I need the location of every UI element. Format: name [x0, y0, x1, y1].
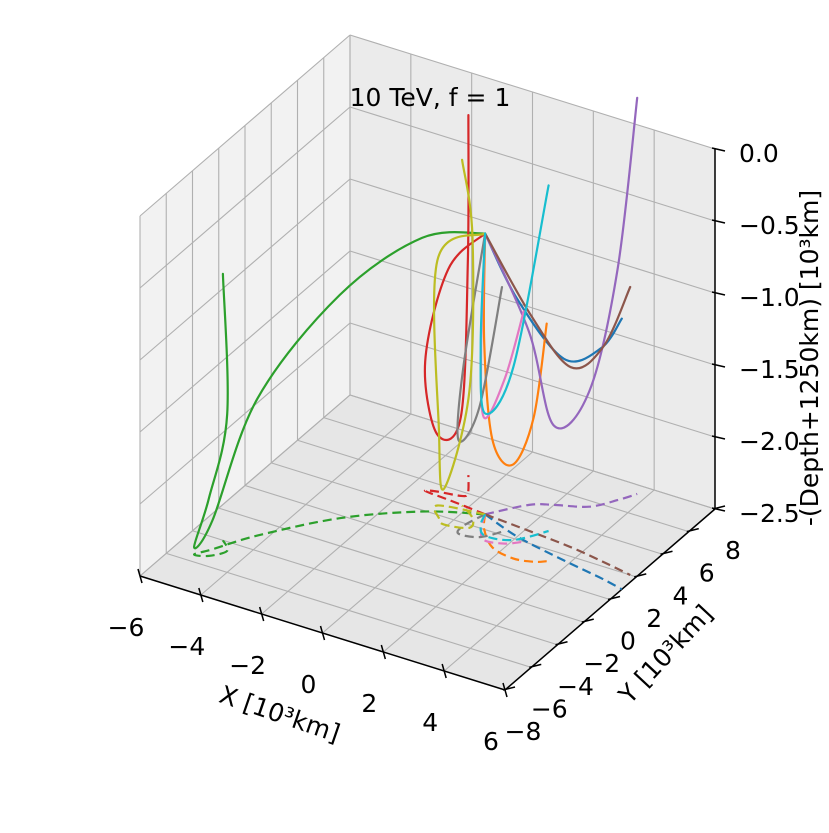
grid-line	[349, 178, 716, 294]
trajectory-projection	[423, 475, 486, 516]
x-tick	[441, 663, 447, 679]
grid-line	[139, 394, 351, 577]
trajectory-line	[456, 232, 504, 443]
z-tick	[711, 435, 726, 440]
trajectory-projection	[456, 513, 503, 539]
trajectory-projection	[482, 514, 547, 564]
trajectory-line	[484, 232, 632, 370]
trajectory-projection	[192, 510, 486, 558]
x-tick-label: −2	[229, 651, 266, 680]
z-axis-label: -(Depth+1250km) [10³km]	[795, 190, 824, 526]
y-tick	[581, 618, 594, 623]
x-tick-label: 6	[483, 727, 499, 756]
z-tick	[711, 363, 726, 368]
trajectory-projection	[479, 513, 549, 542]
grid-line	[349, 250, 716, 366]
y-tick	[607, 595, 621, 601]
y-tick-label: −8	[505, 717, 542, 746]
x-tick-label: 2	[361, 689, 377, 718]
chart-title: 10 TeV, f = 1	[350, 83, 511, 112]
trajectory-line	[193, 230, 487, 550]
x-tick-label: 0	[301, 670, 317, 699]
y-tick-label: −4	[557, 672, 594, 701]
trajectory-line	[479, 184, 550, 416]
z-tick-label: −1.0	[739, 283, 800, 312]
y-tick	[529, 663, 542, 669]
grid-line	[244, 484, 611, 601]
grid-line	[349, 34, 716, 150]
x-tick-label: −4	[168, 632, 205, 661]
z-tick	[711, 507, 726, 512]
chart-grid	[139, 34, 716, 691]
trajectory-line	[432, 158, 487, 491]
y-tick-label: −2	[583, 649, 620, 678]
y-tick	[502, 686, 516, 691]
z-tick-label: −2.5	[739, 499, 800, 528]
y-tick	[660, 550, 673, 555]
x-tick	[198, 587, 204, 603]
y-tick	[686, 527, 699, 533]
grid-line	[218, 507, 584, 623]
grid-line	[323, 417, 689, 533]
trajectory-projection	[484, 513, 623, 591]
x-tick	[319, 625, 326, 641]
grid-line	[139, 322, 351, 505]
z-tick	[711, 219, 726, 224]
x-tick-label: −6	[108, 613, 145, 642]
z-tick-label: −2.0	[739, 427, 800, 456]
trajectory-projection	[484, 513, 631, 576]
grid-line	[166, 552, 532, 668]
x-tick	[258, 606, 265, 622]
y-tick-label: 2	[646, 604, 662, 633]
trajectory-line	[482, 232, 548, 467]
grid-line	[139, 250, 351, 433]
z-tick	[711, 147, 726, 152]
y-tick-label: 0	[620, 627, 636, 656]
y-tick-label: 4	[673, 581, 689, 610]
grid-line	[297, 439, 663, 555]
z-tick	[711, 291, 726, 296]
chart-axes	[137, 147, 726, 698]
grid-line	[139, 34, 351, 217]
x-tick	[137, 568, 143, 584]
grid-line	[349, 394, 716, 510]
trajectory-line	[484, 96, 639, 430]
trajectory-projection	[433, 504, 486, 530]
z-tick-label: −0.5	[739, 211, 800, 240]
x-axis-label: X [10³km]	[216, 680, 344, 748]
grid-line	[349, 106, 716, 222]
y-tick	[555, 641, 568, 646]
y-tick-label: 8	[725, 536, 741, 565]
trajectory-projection	[484, 492, 638, 516]
grid-line	[271, 462, 637, 578]
y-tick-label: 6	[699, 559, 715, 588]
z-tick-label: 0.0	[739, 139, 779, 168]
chart-series	[193, 96, 639, 550]
x-tick	[380, 644, 387, 660]
grid-line	[139, 178, 351, 361]
grid-line	[349, 322, 716, 438]
grid-line	[139, 106, 351, 289]
z-tick-label: −1.5	[739, 355, 800, 384]
y-tick	[634, 573, 647, 578]
chart-projections	[192, 475, 638, 591]
grid-line	[192, 530, 558, 646]
y-tick-label: −6	[531, 694, 568, 723]
trajectory-line	[423, 114, 487, 442]
x-tick-label: 4	[422, 708, 438, 737]
